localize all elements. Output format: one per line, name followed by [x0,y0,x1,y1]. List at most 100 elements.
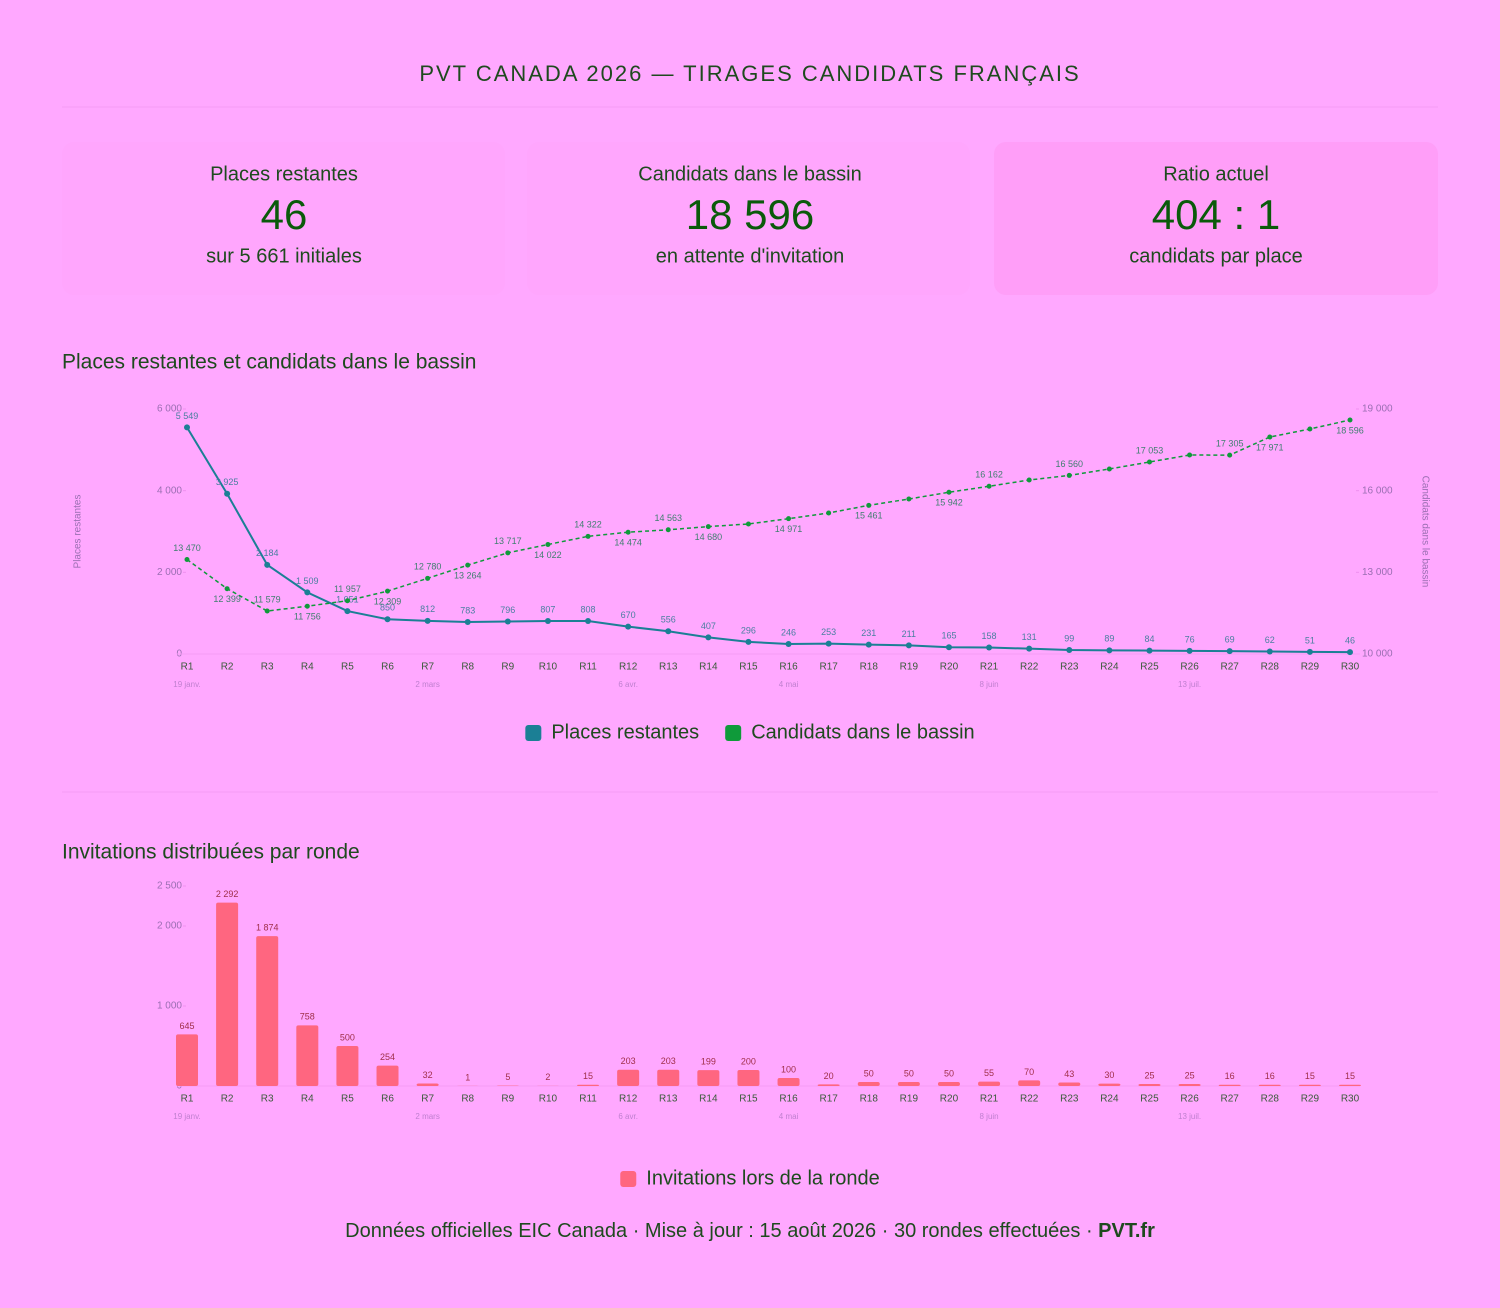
page-title: PVT CANADA 2026 — TIRAGES CANDIDATS FRAN… [419,61,1080,86]
data-point [424,617,431,624]
date-label: 4 mai [779,680,799,689]
bar [697,1070,720,1086]
chart-title: Invitations distribuées par ronde [62,841,360,864]
x-tick-label: R23 [1060,662,1079,673]
y-tick-label: 2 000 [157,921,182,932]
data-label: 2 292 [216,889,239,899]
x-tick-label: R7 [421,662,434,673]
stat-value: 18 596 [686,191,814,238]
footer-link[interactable]: PVT.fr [1098,1220,1155,1242]
data-label: 131 [1022,632,1037,642]
data-label: 556 [661,615,676,625]
date-label: 2 mars [415,1112,439,1121]
date-label: 19 janv. [173,1112,200,1121]
x-tick-label: R23 [1060,1094,1079,1105]
data-label: 18 596 [1336,425,1364,435]
bar [1058,1082,1081,1086]
footer: Données officielles EIC Canada · Mise à … [345,1220,1155,1242]
data-label: 30 [1104,1070,1114,1080]
data-label: 13 470 [173,543,201,553]
x-tick-label: R14 [699,1094,718,1105]
stat-card [62,142,505,295]
data-point [826,510,832,516]
data-label: 43 [1064,1069,1074,1079]
data-point [906,496,912,502]
x-tick-label: R26 [1180,662,1199,673]
x-tick-label: R3 [261,662,274,673]
legend-label: Candidats dans le bassin [751,721,974,743]
data-point [585,533,591,539]
data-label: 14 971 [775,524,803,534]
data-label: 25 [1185,1070,1195,1080]
bar [416,1083,439,1086]
stat-label: Candidats dans le bassin [638,163,861,185]
data-label: 55 [984,1068,994,1078]
data-label: 1 874 [256,922,279,932]
stat-sub: en attente d'invitation [656,245,844,267]
chart-title: Places restantes et candidats dans le ba… [62,351,476,374]
legend-swatch [725,725,742,741]
data-point [425,575,431,581]
bar [1298,1084,1321,1086]
data-point [384,616,391,623]
x-tick-label: R9 [501,1094,514,1105]
bar [1258,1084,1281,1086]
data-label: 32 [423,1070,433,1080]
date-label: 13 juil. [1178,680,1201,689]
y2-tick-label: 10 000 [1362,649,1393,660]
data-label: 100 [781,1064,796,1074]
bar [1178,1084,1201,1086]
x-tick-label: R17 [819,662,838,673]
data-point [1267,434,1273,440]
data-label: 11 756 [294,612,321,622]
data-label: 15 [583,1071,593,1081]
data-point [945,644,952,651]
data-label: 84 [1144,634,1154,644]
x-tick-label: R20 [940,1094,959,1105]
data-label: 12 309 [374,597,402,607]
data-point [545,542,551,548]
data-label: 500 [340,1032,355,1042]
x-tick-label: R16 [779,1094,798,1105]
data-label: 812 [420,604,435,614]
bar [777,1078,800,1086]
x-tick-label: R9 [501,662,514,673]
data-point [464,619,471,626]
data-label: 1 [465,1072,470,1082]
data-label: 158 [982,631,997,641]
data-label: 14 322 [574,520,602,530]
bar [897,1082,920,1086]
data-label: 2 184 [256,548,279,558]
x-tick-label: R17 [819,1094,838,1105]
legend-swatch [525,725,542,741]
bar [376,1065,399,1086]
data-label: 62 [1265,635,1275,645]
data-label: 2 [545,1072,550,1082]
x-tick-label: R30 [1341,1094,1360,1105]
x-tick-label: R6 [381,1094,394,1105]
date-label: 19 janv. [173,680,200,689]
data-label: 16 162 [975,470,1003,480]
data-point [1306,648,1313,655]
x-tick-label: R25 [1140,1094,1159,1105]
x-tick-label: R4 [301,662,314,673]
data-point [184,424,190,431]
stat-value: 404 : 1 [1152,191,1280,238]
x-tick-label: R30 [1341,662,1360,673]
data-label: 11 579 [254,594,281,604]
data-label: 15 [1305,1071,1315,1081]
data-point [1066,646,1073,653]
data-point [1227,452,1233,458]
data-label: 5 549 [176,411,199,421]
x-tick-label: R11 [579,662,597,673]
x-tick-label: R10 [539,662,558,673]
x-tick-label: R16 [779,662,798,673]
data-label: 645 [179,1021,194,1031]
bar [657,1069,680,1086]
data-label: 50 [944,1068,954,1078]
data-point [264,608,270,614]
data-point [905,642,912,649]
data-label: 254 [380,1052,395,1062]
date-label: 8 juin [980,680,999,689]
